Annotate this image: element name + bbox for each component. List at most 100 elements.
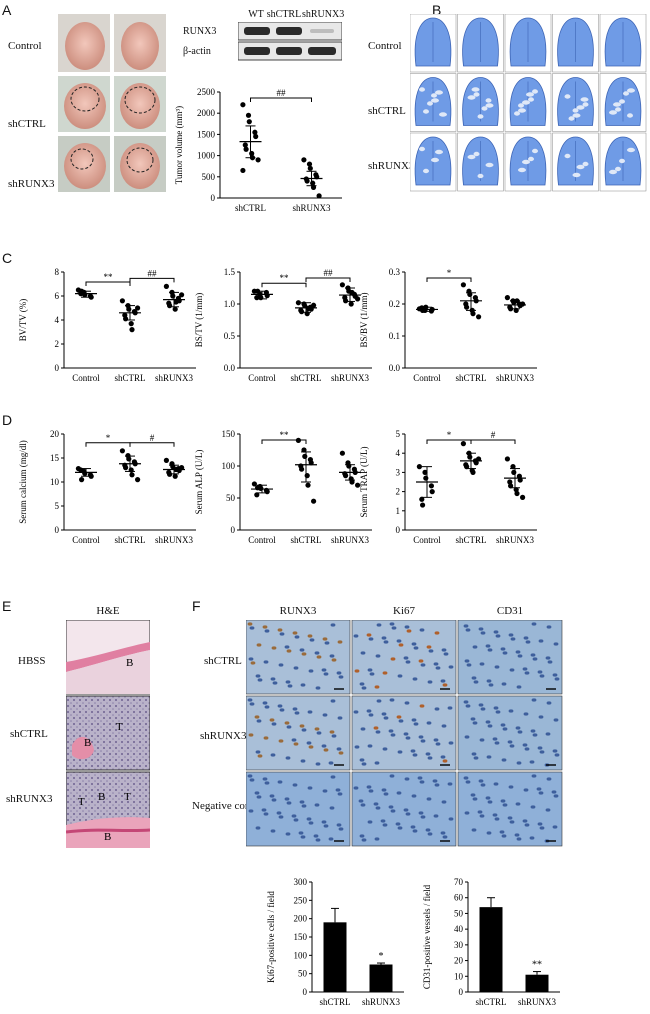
cell-nucleus <box>367 820 373 824</box>
data-point <box>302 453 308 459</box>
cell-nucleus <box>546 777 552 781</box>
cell-nucleus <box>398 719 404 723</box>
cell-nucleus <box>388 729 394 733</box>
cell-nucleus <box>257 754 263 758</box>
cell-nucleus <box>412 753 418 757</box>
cell-nucleus <box>270 677 276 681</box>
skull-ct-shrunx3-4 <box>552 132 599 192</box>
x-tick-label: shCTRL <box>114 535 145 545</box>
data-point <box>311 302 317 308</box>
cell-nucleus <box>552 673 558 677</box>
cell-nucleus <box>256 719 262 723</box>
cell-nucleus <box>284 721 290 725</box>
data-point <box>126 456 132 462</box>
he-image-hbss <box>66 620 150 695</box>
bone-lesion <box>609 110 617 115</box>
cell-nucleus <box>389 774 395 778</box>
cell-nucleus <box>507 740 513 744</box>
cell-nucleus <box>509 744 515 748</box>
cell-nucleus <box>545 656 551 660</box>
cell-nucleus <box>307 634 313 638</box>
x-tick-label: shCTRL <box>475 997 506 1007</box>
skull-ct-shctrl-1 <box>410 73 457 132</box>
cell-nucleus <box>361 686 367 690</box>
data-point <box>464 304 470 310</box>
significance-bracket <box>261 282 307 288</box>
cell-nucleus <box>395 822 401 826</box>
cell-nucleus <box>435 742 441 746</box>
data-point <box>520 301 526 307</box>
cell-nucleus <box>337 716 343 720</box>
cell-nucleus <box>382 823 388 827</box>
cell-nucleus <box>277 628 283 632</box>
data-point <box>307 165 313 171</box>
significance-marker: ## <box>148 268 158 278</box>
significance-marker: * <box>379 951 384 962</box>
cell-nucleus <box>293 666 299 670</box>
bone-lesion <box>564 153 571 159</box>
data-point <box>348 301 354 307</box>
ct-row-label-shctrl: shCTRL <box>368 105 406 117</box>
cell-nucleus <box>441 724 447 728</box>
cell-nucleus <box>328 837 334 841</box>
cell-nucleus <box>366 785 372 789</box>
y-tick-label: 0.0 <box>224 363 236 373</box>
blot-col-shrunx3: shRUNX3 <box>302 9 345 20</box>
bone-lesion <box>576 164 585 170</box>
cell-nucleus <box>279 708 285 712</box>
cell-nucleus <box>369 672 375 676</box>
cell-nucleus <box>539 674 545 678</box>
cell-nucleus <box>508 633 514 637</box>
data-point <box>123 465 129 471</box>
cell-nucleus <box>382 747 388 751</box>
cell-nucleus <box>546 625 552 629</box>
cell-nucleus <box>247 698 253 702</box>
x-tick-label: Control <box>413 535 441 545</box>
data-point <box>119 298 125 304</box>
he-label-b4: B <box>104 831 111 843</box>
he-row-shctrl: shCTRL <box>10 728 48 740</box>
data-point <box>170 293 176 299</box>
cell-nucleus <box>487 648 493 652</box>
bone-lesion <box>609 169 617 175</box>
y-axis-label: BV/TV (%) <box>18 299 28 342</box>
cell-nucleus <box>433 814 439 818</box>
bar <box>323 922 347 992</box>
cell-nucleus <box>473 680 479 684</box>
y-tick-label: 1500 <box>197 129 216 139</box>
cell-nucleus <box>277 704 283 708</box>
data-point <box>179 465 185 471</box>
western-blot <box>238 22 342 61</box>
bone-lesion <box>623 91 629 96</box>
ihc-image-shctrl-runx3 <box>246 620 351 695</box>
cell-nucleus <box>471 828 477 832</box>
data-point <box>167 303 173 309</box>
cell-nucleus <box>263 812 269 816</box>
cell-nucleus <box>299 648 305 652</box>
bone-lesion <box>528 97 534 102</box>
cell-nucleus <box>376 699 382 703</box>
cell-nucleus <box>413 722 419 726</box>
bone-lesion <box>423 109 429 114</box>
cell-nucleus <box>465 780 471 784</box>
y-tick-label: 8 <box>55 267 60 277</box>
cell-nucleus <box>554 677 560 681</box>
cell-nucleus <box>264 781 270 785</box>
cell-nucleus <box>554 753 560 757</box>
cell-nucleus <box>321 744 327 748</box>
cell-nucleus <box>478 703 484 707</box>
cell-nucleus <box>373 726 379 730</box>
cell-nucleus <box>502 803 508 807</box>
data-point <box>82 470 88 476</box>
cell-nucleus <box>494 817 500 821</box>
he-title: H&E <box>96 605 120 617</box>
x-tick-label: shRUNX3 <box>496 535 535 545</box>
cell-nucleus <box>517 730 523 734</box>
data-point <box>420 502 426 508</box>
y-tick-label: 60 <box>454 893 464 903</box>
cell-nucleus <box>418 735 424 739</box>
skull-ct-shrunx3-1 <box>410 132 457 192</box>
bone-lesion <box>518 103 524 108</box>
significance-marker: ** <box>532 960 542 971</box>
cell-nucleus <box>405 812 411 816</box>
